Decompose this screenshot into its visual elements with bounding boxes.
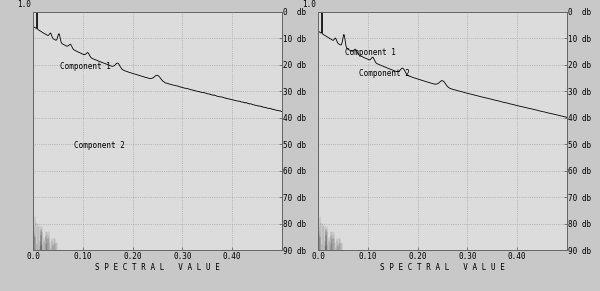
X-axis label: S P E C T R A L   V A L U E: S P E C T R A L V A L U E [95,263,220,272]
Text: Component 1: Component 1 [346,48,396,56]
Text: 1.0: 1.0 [302,0,316,9]
Text: Component 2: Component 2 [74,141,125,150]
Text: Component 2: Component 2 [359,69,410,78]
Text: 1.0: 1.0 [17,0,31,9]
Text: Component 1: Component 1 [61,62,111,71]
X-axis label: S P E C T R A L   V A L U E: S P E C T R A L V A L U E [380,263,505,272]
